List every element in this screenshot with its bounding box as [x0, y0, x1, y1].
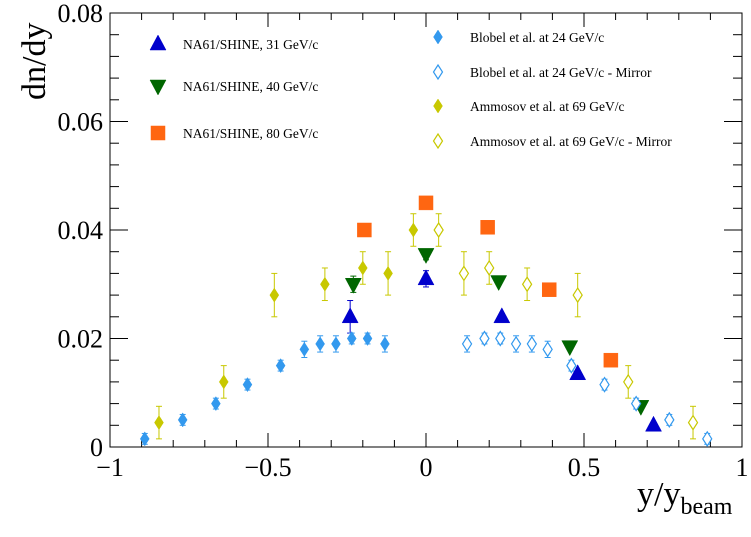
- data-markers: [139, 195, 713, 447]
- legend-marker: [433, 98, 443, 114]
- data-point-series-3: [211, 396, 221, 412]
- data-point-series-5: [218, 374, 229, 390]
- legend-entry: Ammosov et al. at 69 GeV/c - Mirror: [432, 132, 672, 150]
- legend-label: Ammosov et al. at 69 GeV/c - Mirror: [470, 134, 672, 149]
- data-point-series-2: [480, 220, 495, 235]
- legend-label: NA61/SHINE, 80 GeV/c: [183, 126, 318, 141]
- y-tick-label: 0.06: [58, 108, 104, 137]
- data-point-series-5: [408, 222, 419, 238]
- data-point-series-3: [346, 331, 357, 346]
- data-point-series-6: [572, 286, 583, 304]
- data-point-series-1: [417, 248, 435, 264]
- data-point-series-6: [687, 414, 699, 431]
- x-axis-title-main: y/y: [637, 476, 680, 513]
- data-point-series-6: [623, 373, 634, 391]
- data-point-series-1: [561, 340, 579, 357]
- legend-entry: NA61/SHINE, 31 GeV/c: [149, 34, 318, 52]
- data-point-series-4: [542, 341, 553, 358]
- data-point-series-6: [483, 259, 495, 277]
- legend-marker: [432, 63, 444, 81]
- data-point-series-4: [599, 376, 610, 393]
- data-point-series-4: [702, 430, 713, 447]
- data-point-series-4: [495, 330, 506, 347]
- data-point-series-5: [358, 260, 368, 276]
- data-point-series-2: [418, 195, 434, 211]
- legend-marker: [149, 34, 167, 51]
- legend-entry: Blobel et al. at 24 GeV/c: [433, 29, 604, 45]
- x-axis-title: y/ybeam: [637, 476, 733, 520]
- data-point-series-0: [645, 415, 662, 432]
- data-point-series-4: [479, 330, 490, 347]
- legend-marker: [433, 29, 443, 45]
- data-point-series-1: [490, 275, 508, 292]
- y-tick-label: 0.04: [58, 216, 104, 245]
- data-point-series-3: [362, 331, 373, 346]
- legend-entry: NA61/SHINE, 80 GeV/c: [150, 125, 318, 141]
- data-point-series-3: [139, 431, 150, 447]
- data-point-series-3: [315, 336, 325, 352]
- data-point-series-4: [461, 335, 473, 353]
- data-point-series-4: [566, 357, 577, 374]
- data-point-series-2: [541, 282, 557, 297]
- data-point-series-5: [269, 287, 280, 303]
- legend-marker: [150, 125, 166, 141]
- y-axis-title: dn/dy: [16, 23, 53, 100]
- data-point-series-0: [569, 364, 587, 381]
- legend-label: Blobel et al. at 24 GeV/c: [470, 30, 604, 45]
- legend-marker: [432, 132, 444, 150]
- data-point-series-0: [417, 269, 435, 286]
- data-point-series-3: [331, 336, 341, 352]
- y-tick-label: 0.08: [58, 0, 104, 28]
- data-point-series-4: [526, 335, 538, 353]
- data-point-series-4: [664, 411, 675, 428]
- data-point-series-5: [383, 265, 393, 281]
- y-tick-label: 0.02: [58, 325, 104, 354]
- legend-label: Ammosov et al. at 69 GeV/c: [470, 99, 624, 114]
- data-point-series-0: [493, 307, 511, 324]
- x-tick-label: −0.5: [244, 453, 291, 482]
- y-tick-label: 0: [90, 433, 103, 462]
- data-point-series-2: [357, 222, 372, 238]
- data-point-series-3: [242, 377, 253, 393]
- legend-entry: NA61/SHINE, 40 GeV/c: [149, 79, 318, 96]
- data-point-series-3: [275, 358, 286, 374]
- legend-label: NA61/SHINE, 31 GeV/c: [183, 37, 318, 52]
- data-point-series-5: [320, 276, 330, 292]
- x-tick-label: 0: [420, 453, 433, 482]
- axes: −1 −0.5 0 0.5 1 0 0.02 0.04 0.06 0.08: [58, 0, 749, 482]
- legend-marker: [149, 79, 167, 96]
- axis-titles: dn/dy y/ybeam: [16, 23, 733, 520]
- data-point-series-6: [458, 265, 470, 282]
- data-point-series-4: [630, 395, 642, 412]
- data-point-series-3: [299, 341, 310, 357]
- data-point-series-3: [177, 412, 188, 428]
- data-point-series-2: [603, 352, 619, 368]
- data-point-series-5: [154, 415, 164, 431]
- data-point-series-6: [521, 276, 533, 293]
- legend: NA61/SHINE, 31 GeV/c NA61/SHINE, 40 GeV/c…: [149, 29, 672, 150]
- legend-entry: Blobel et al. at 24 GeV/c - Mirror: [432, 63, 652, 81]
- x-tick-label: 0.5: [568, 453, 601, 482]
- x-axis-title-sub: beam: [680, 494, 732, 520]
- data-point-series-6: [433, 221, 444, 239]
- data-point-series-0: [341, 307, 359, 324]
- data-point-series-3: [380, 336, 390, 352]
- data-point-series-4: [510, 335, 522, 353]
- x-tick-label: 1: [736, 453, 749, 482]
- data-point-series-1: [344, 278, 362, 294]
- x-tick-label: −1: [96, 453, 124, 482]
- legend-entry: Ammosov et al. at 69 GeV/c: [433, 98, 624, 114]
- legend-label: Blobel et al. at 24 GeV/c - Mirror: [470, 65, 652, 80]
- legend-label: NA61/SHINE, 40 GeV/c: [183, 79, 318, 94]
